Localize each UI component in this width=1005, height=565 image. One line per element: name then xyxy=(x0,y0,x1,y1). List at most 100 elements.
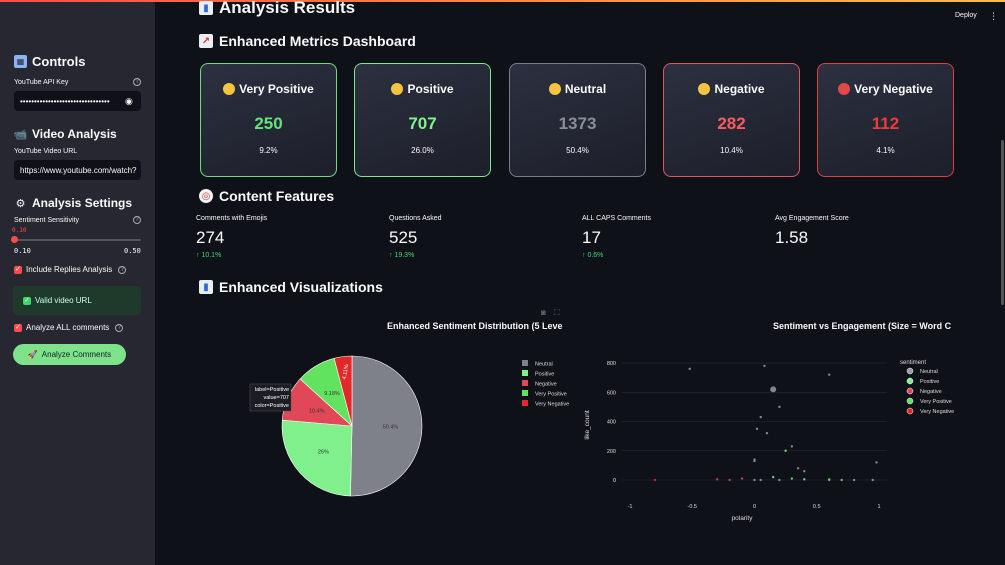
scatter-point[interactable] xyxy=(653,478,657,482)
video-camera-icon: 📹 xyxy=(13,128,28,141)
video-url-input[interactable]: https://www.youtube.com/watch? xyxy=(14,160,141,180)
check-icon: ✓ xyxy=(23,296,31,305)
card-very-positive: Very Positive 250 9.2% xyxy=(200,63,337,177)
legend-marker[interactable] xyxy=(906,407,914,415)
eye-icon[interactable]: ◉ xyxy=(125,96,133,106)
metric-label: Comments with Emojis xyxy=(196,215,268,222)
checkbox-checked-icon: ✓ xyxy=(14,323,22,332)
legend-swatch[interactable] xyxy=(522,390,528,396)
scatter-point[interactable] xyxy=(740,477,744,480)
fullscreen-icon[interactable]: ⛶ xyxy=(553,308,560,317)
scatter-point[interactable] xyxy=(828,478,831,481)
legend-item-label[interactable]: Positive xyxy=(920,379,939,385)
trending-up-icon: ↗ xyxy=(199,34,213,48)
legend-item-label[interactable]: Neutral xyxy=(920,369,938,375)
legend-item-label[interactable]: Neutral xyxy=(535,362,553,368)
legend-item-label[interactable]: Very Negative xyxy=(535,402,569,408)
scatter-point[interactable] xyxy=(753,459,756,463)
help-icon[interactable]: ? xyxy=(133,78,141,86)
scatter-point[interactable] xyxy=(796,467,800,470)
metrics-dashboard-heading: ↗ Enhanced Metrics Dashboard xyxy=(199,33,416,49)
scatter-point[interactable] xyxy=(688,367,691,371)
scatter-point[interactable] xyxy=(871,478,874,482)
metric-label: Avg Engagement Score xyxy=(775,215,849,222)
scatter-point[interactable] xyxy=(770,386,777,393)
scatter-point[interactable] xyxy=(803,478,806,481)
legend-marker[interactable] xyxy=(906,367,914,375)
card-very-negative: Very Negative 112 4.1% xyxy=(817,63,954,177)
scatter-point[interactable] xyxy=(715,478,719,481)
metric-delta-value: 0.6% xyxy=(587,252,604,259)
card-negative: Negative 282 10.4% xyxy=(663,63,800,177)
legend-item-label[interactable]: Very Positive xyxy=(920,399,952,405)
metric-delta-value: 10.1% xyxy=(201,252,222,259)
deploy-button[interactable]: Deploy xyxy=(955,12,977,19)
legend-marker[interactable] xyxy=(906,397,914,405)
scrollbar[interactable] xyxy=(1001,140,1004,305)
scatter-point[interactable] xyxy=(778,405,781,409)
scatter-point[interactable] xyxy=(840,478,843,482)
card-percent: 4.1% xyxy=(876,146,895,155)
scatter-point[interactable] xyxy=(875,461,878,464)
legend-item-label[interactable]: Very Negative xyxy=(920,409,954,415)
bar-chart-icon: ▮ xyxy=(199,1,213,15)
pie-slice-neutral[interactable] xyxy=(350,355,423,497)
legend-item-label[interactable]: Negative xyxy=(535,382,557,388)
scatter-point[interactable] xyxy=(852,478,856,482)
scatter-point[interactable] xyxy=(755,427,759,431)
help-icon[interactable]: ? xyxy=(118,265,127,274)
scatter-point[interactable] xyxy=(784,449,787,452)
legend-marker[interactable] xyxy=(906,377,914,385)
scatter-point[interactable] xyxy=(759,478,762,482)
legend-swatch[interactable] xyxy=(522,380,528,386)
scatter-point[interactable] xyxy=(828,373,831,376)
pie-slice-very-negative[interactable] xyxy=(333,355,353,427)
legend-swatch[interactable] xyxy=(522,400,528,406)
legend-item-label[interactable]: Very Positive xyxy=(535,392,567,398)
sensitivity-slider-thumb[interactable] xyxy=(11,236,18,243)
camera-icon[interactable]: ◙ xyxy=(541,308,546,317)
pie-chart-title: Enhanced Sentiment Distribution (5 Leve xyxy=(387,321,563,331)
main-menu-icon[interactable]: ⋮ xyxy=(989,11,998,21)
y-tick-label: 400 xyxy=(607,420,616,426)
video-analysis-title: Video Analysis xyxy=(32,127,117,141)
include-replies-checkbox[interactable]: ✓ Include Replies Analysis ? xyxy=(14,265,127,274)
y-tick-label: 800 xyxy=(607,361,616,367)
card-value: 282 xyxy=(717,114,746,133)
x-tick-label: 1 xyxy=(877,504,880,510)
scatter-chart: 0 200 400 600 800 -1 -0.5 0 0.5 1 Neutral Positive… xyxy=(584,360,954,522)
scatter-point[interactable] xyxy=(803,470,806,473)
video-url-value: https://www.youtube.com/watch? xyxy=(20,165,137,175)
legend-item-label[interactable]: Negative xyxy=(920,389,942,395)
scatter-point[interactable] xyxy=(763,364,766,368)
scatter-point[interactable] xyxy=(728,478,731,482)
card-percent: 9.2% xyxy=(259,146,278,155)
smile-emoji-icon xyxy=(391,83,404,95)
gear-icon: ⚙ xyxy=(15,197,26,210)
metric-delta: ↑ 0.6% xyxy=(582,252,604,259)
scatter-chart-title: Sentiment vs Engagement (Size = Word C xyxy=(773,321,952,331)
scatter-point[interactable] xyxy=(771,475,775,479)
help-icon[interactable]: ? xyxy=(133,216,141,224)
tooltip-line: label=Positive xyxy=(255,387,289,393)
sensitivity-slider-track[interactable] xyxy=(14,239,141,241)
help-icon[interactable]: ? xyxy=(115,323,124,332)
visualizations-title: Enhanced Visualizations xyxy=(219,279,383,295)
analyze-all-checkbox[interactable]: ✓ Analyze ALL comments ? xyxy=(14,323,124,332)
modebar: ◙ ⛶ xyxy=(541,308,559,318)
scatter-point[interactable] xyxy=(778,478,781,482)
star-eyes-emoji-icon xyxy=(223,83,236,95)
legend-swatch[interactable] xyxy=(522,360,528,366)
scatter-point[interactable] xyxy=(790,445,794,448)
api-key-input[interactable]: •••••••••••••••••••••••••••••••• ◉ xyxy=(14,91,141,111)
analyze-comments-button[interactable]: 🚀 Analyze Comments xyxy=(13,344,126,365)
slider-min: 0.10 xyxy=(14,247,31,255)
scatter-point[interactable] xyxy=(790,477,794,480)
scatter-point[interactable] xyxy=(765,432,769,435)
pie-slice-positive[interactable] xyxy=(281,419,353,497)
legend-marker[interactable] xyxy=(906,387,914,395)
legend-item-label[interactable]: Positive xyxy=(535,372,554,378)
scatter-point[interactable] xyxy=(753,478,756,482)
scatter-point[interactable] xyxy=(759,415,762,419)
legend-swatch[interactable] xyxy=(522,370,528,376)
